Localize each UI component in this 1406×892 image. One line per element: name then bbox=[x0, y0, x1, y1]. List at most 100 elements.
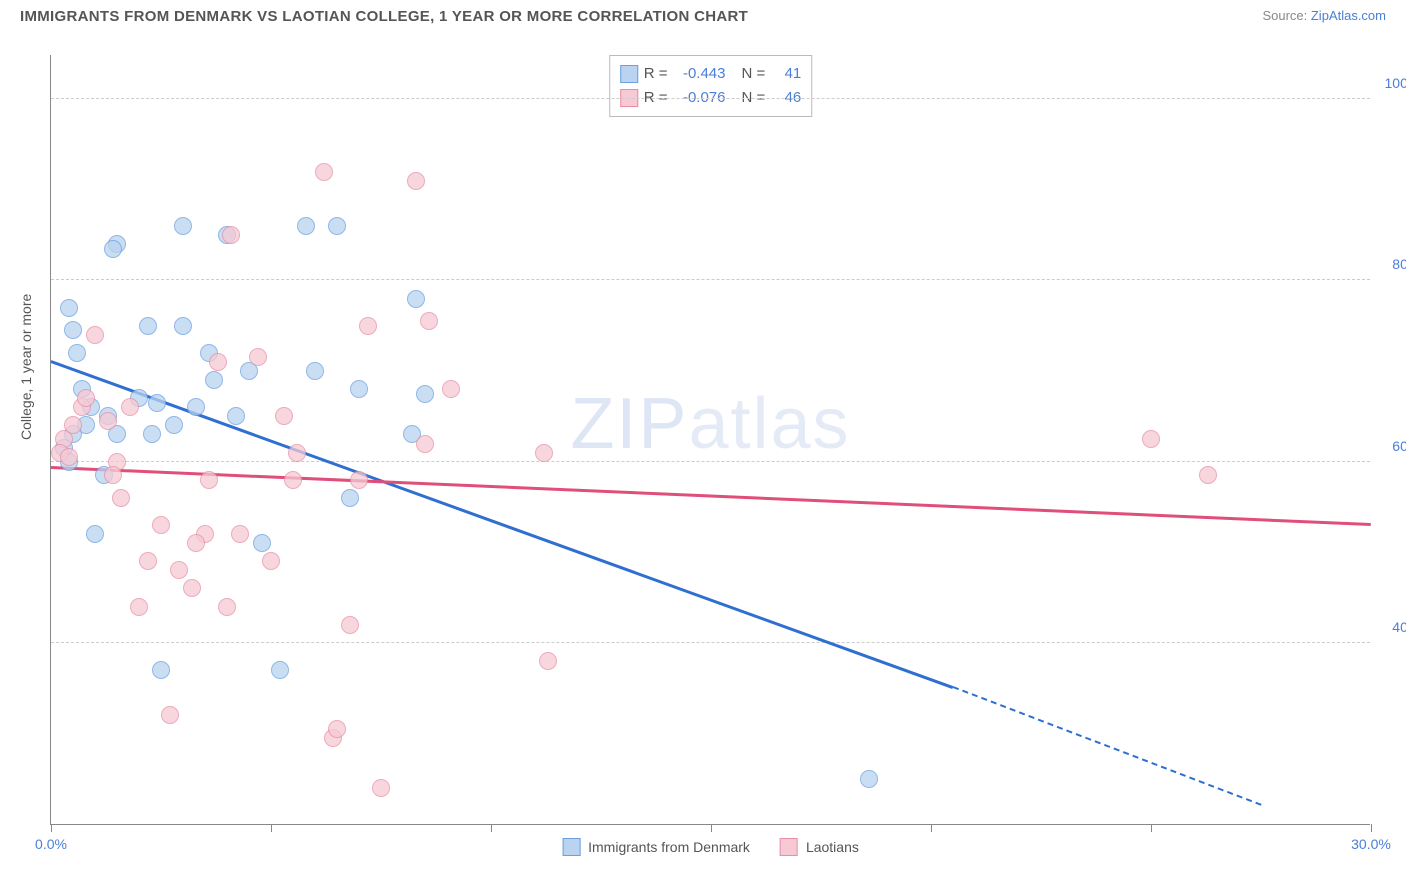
scatter-plot: ZIPatlas R =-0.443N =41R =-0.076N =46 Im… bbox=[50, 55, 1370, 825]
y-tick-label: 40.0% bbox=[1392, 619, 1406, 635]
data-point bbox=[174, 317, 192, 335]
trend-line bbox=[51, 466, 1371, 526]
bottom-legend: Immigrants from Denmark Laotians bbox=[562, 838, 859, 856]
gridline-h bbox=[51, 461, 1370, 462]
legend-swatch bbox=[620, 65, 638, 83]
stat-n-value: 41 bbox=[771, 62, 801, 86]
data-point bbox=[539, 652, 557, 670]
data-point bbox=[64, 321, 82, 339]
data-point bbox=[1142, 430, 1160, 448]
data-point bbox=[359, 317, 377, 335]
data-point bbox=[350, 380, 368, 398]
data-point bbox=[262, 552, 280, 570]
data-point bbox=[187, 534, 205, 552]
data-point bbox=[1199, 466, 1217, 484]
gridline-h bbox=[51, 279, 1370, 280]
y-tick-label: 80.0% bbox=[1392, 256, 1406, 272]
stat-r-label: R = bbox=[644, 62, 668, 86]
x-tick bbox=[931, 824, 932, 832]
stat-n-label: N = bbox=[742, 62, 766, 86]
data-point bbox=[68, 344, 86, 362]
data-point bbox=[341, 489, 359, 507]
data-point bbox=[121, 398, 139, 416]
data-point bbox=[288, 444, 306, 462]
y-tick-label: 60.0% bbox=[1392, 438, 1406, 454]
data-point bbox=[218, 598, 236, 616]
legend-swatch bbox=[780, 838, 798, 856]
data-point bbox=[372, 779, 390, 797]
data-point bbox=[86, 525, 104, 543]
chart-title: IMMIGRANTS FROM DENMARK VS LAOTIAN COLLE… bbox=[20, 8, 748, 25]
x-tick bbox=[491, 824, 492, 832]
data-point bbox=[350, 471, 368, 489]
data-point bbox=[209, 353, 227, 371]
data-point bbox=[77, 389, 95, 407]
data-point bbox=[143, 425, 161, 443]
data-point bbox=[442, 380, 460, 398]
trend-line bbox=[51, 360, 954, 688]
stat-r-value: -0.443 bbox=[674, 62, 726, 86]
data-point bbox=[152, 661, 170, 679]
data-point bbox=[416, 435, 434, 453]
data-point bbox=[860, 770, 878, 788]
data-point bbox=[161, 706, 179, 724]
x-tick bbox=[1371, 824, 1372, 832]
stats-row: R =-0.443 N =41 bbox=[620, 62, 802, 86]
data-point bbox=[187, 398, 205, 416]
data-point bbox=[284, 471, 302, 489]
data-point bbox=[535, 444, 553, 462]
watermark: ZIPatlas bbox=[570, 383, 850, 465]
data-point bbox=[205, 371, 223, 389]
y-tick-label: 100.0% bbox=[1385, 75, 1406, 91]
data-point bbox=[297, 217, 315, 235]
data-point bbox=[165, 416, 183, 434]
data-point bbox=[170, 561, 188, 579]
y-axis-title: College, 1 year or more bbox=[18, 294, 34, 440]
data-point bbox=[64, 416, 82, 434]
data-point bbox=[152, 516, 170, 534]
data-point bbox=[148, 394, 166, 412]
data-point bbox=[341, 616, 359, 634]
data-point bbox=[328, 217, 346, 235]
data-point bbox=[407, 290, 425, 308]
data-point bbox=[253, 534, 271, 552]
x-tick bbox=[1151, 824, 1152, 832]
x-tick bbox=[271, 824, 272, 832]
source-label: Source: ZipAtlas.com bbox=[1262, 8, 1386, 23]
data-point bbox=[112, 489, 130, 507]
data-point bbox=[420, 312, 438, 330]
legend-item: Laotians bbox=[780, 838, 859, 856]
data-point bbox=[174, 217, 192, 235]
x-tick bbox=[711, 824, 712, 832]
data-point bbox=[60, 448, 78, 466]
data-point bbox=[139, 317, 157, 335]
data-point bbox=[249, 348, 267, 366]
legend-item: Immigrants from Denmark bbox=[562, 838, 750, 856]
data-point bbox=[275, 407, 293, 425]
data-point bbox=[416, 385, 434, 403]
x-tick-label: 30.0% bbox=[1351, 836, 1391, 852]
trend-line bbox=[953, 686, 1262, 806]
gridline-h bbox=[51, 98, 1370, 99]
data-point bbox=[271, 661, 289, 679]
data-point bbox=[200, 471, 218, 489]
data-point bbox=[139, 552, 157, 570]
data-point bbox=[183, 579, 201, 597]
data-point bbox=[315, 163, 333, 181]
x-tick-label: 0.0% bbox=[35, 836, 67, 852]
legend-swatch bbox=[562, 838, 580, 856]
legend-label: Immigrants from Denmark bbox=[588, 839, 750, 855]
data-point bbox=[99, 412, 117, 430]
data-point bbox=[231, 525, 249, 543]
data-point bbox=[104, 240, 122, 258]
data-point bbox=[222, 226, 240, 244]
correlation-stats-box: R =-0.443N =41R =-0.076N =46 bbox=[609, 55, 813, 117]
data-point bbox=[306, 362, 324, 380]
data-point bbox=[130, 598, 148, 616]
source-link[interactable]: ZipAtlas.com bbox=[1311, 8, 1386, 23]
data-point bbox=[407, 172, 425, 190]
data-point bbox=[86, 326, 104, 344]
data-point bbox=[60, 299, 78, 317]
data-point bbox=[227, 407, 245, 425]
data-point bbox=[104, 466, 122, 484]
